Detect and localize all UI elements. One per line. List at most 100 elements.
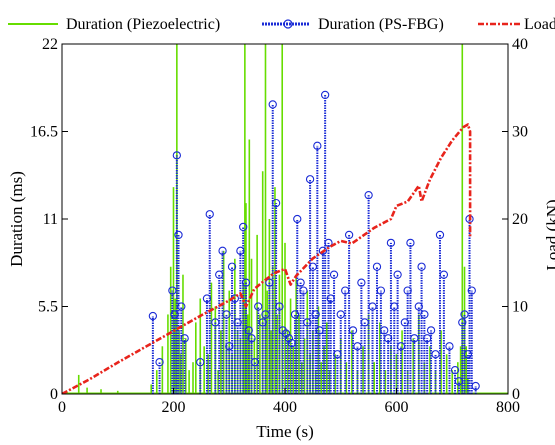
series-psfbg	[148, 90, 480, 394]
psfbg-marker	[417, 262, 426, 271]
psfbg-marker	[420, 310, 429, 319]
legend-marker-psfbg	[283, 19, 293, 29]
psfbg-marker	[180, 334, 189, 343]
load-line	[62, 123, 472, 394]
psfbg-marker	[275, 302, 284, 311]
series-load	[62, 123, 472, 394]
y-axis-right-title: Load (kN)	[543, 199, 555, 270]
psfbg-marker	[174, 230, 183, 240]
psfbg-marker	[148, 311, 158, 321]
psfbg-marker	[386, 238, 396, 248]
y-left-tick-label: 22	[42, 36, 58, 53]
x-tick-label: 800	[496, 399, 520, 416]
psfbg-marker	[445, 342, 454, 351]
y-right-tick-label: 0	[512, 386, 520, 403]
psfbg-marker	[458, 318, 467, 327]
x-tick-label: 200	[162, 399, 186, 416]
psfbg-marker	[271, 198, 281, 208]
psfbg-marker	[344, 230, 354, 240]
psfbg-marker	[463, 350, 473, 359]
y-left-tick-label: 0	[50, 386, 58, 403]
x-axis: 0 200 400 600 800	[58, 388, 520, 416]
psfbg-marker	[450, 365, 460, 375]
psfbg-marker	[170, 310, 179, 319]
psfbg-marker	[227, 262, 237, 271]
psfbg-marker	[247, 334, 256, 343]
psfbg-marker	[439, 270, 449, 279]
legend-label-piezoelectric: Duration (Piezoelectric)	[66, 16, 220, 33]
psfbg-marker	[177, 302, 186, 311]
psfbg-marker	[250, 358, 260, 367]
psfbg-marker	[172, 151, 181, 160]
x-tick-label: 0	[58, 399, 66, 416]
psfbg-marker	[293, 214, 302, 224]
psfbg-marker	[393, 270, 402, 279]
psfbg-marker	[222, 310, 231, 319]
psfbg-marker	[364, 190, 373, 200]
psfbg-marker	[360, 318, 369, 327]
psfbg-marker	[258, 318, 267, 327]
psfbg-marker	[426, 326, 436, 335]
psfbg-marker	[261, 310, 270, 319]
y-axis-right: 0 10 20 30 40	[502, 36, 528, 403]
psfbg-marker	[471, 381, 480, 391]
psfbg-marker	[233, 318, 242, 327]
psfbg-marker	[281, 329, 291, 338]
psfbg-marker	[290, 310, 300, 319]
psfbg-marker	[254, 302, 263, 311]
series-piezoelectric	[62, 44, 508, 394]
psfbg-marker	[244, 326, 253, 335]
psfbg-marker	[296, 278, 305, 287]
psfbg-marker	[400, 318, 410, 327]
plot-area	[62, 44, 508, 394]
psfbg-marker	[308, 262, 318, 271]
psfbg-marker	[284, 334, 294, 343]
y-right-tick-label: 10	[512, 299, 528, 316]
psfbg-marker	[241, 278, 251, 287]
psfbg-marker	[376, 286, 386, 295]
psfbg-marker	[155, 358, 164, 367]
psfbg-marker	[406, 238, 415, 248]
x-tick-label: 600	[385, 399, 409, 416]
legend: Duration (Piezoelectric) Duration (PS-FB…	[8, 16, 555, 33]
psfbg-marker	[320, 90, 330, 100]
y-right-tick-label: 40	[512, 36, 528, 53]
legend-label-load: Load	[524, 16, 555, 33]
psfbg-marker	[348, 326, 358, 335]
psfbg-marker	[299, 286, 308, 295]
psfbg-marker	[268, 100, 277, 109]
y-axis-left-title: Duration (ms)	[7, 171, 26, 267]
psfbg-marker	[372, 262, 382, 271]
psfbg-marker	[357, 278, 366, 287]
psfbg-marker	[205, 210, 214, 219]
psfbg-marker	[303, 318, 312, 327]
y-right-tick-label: 30	[512, 124, 528, 141]
psfbg-marker	[467, 286, 476, 295]
y-axis-left: 0 5.5 11 16.5 22	[30, 36, 68, 403]
psfbg-marker	[333, 350, 342, 359]
psfbg-marker	[336, 310, 345, 319]
psfbg-marker	[435, 230, 445, 240]
psfbg-marker	[431, 350, 440, 359]
psfbg-marker	[324, 238, 333, 248]
psfbg-marker	[305, 175, 315, 184]
psfbg-marker	[313, 141, 322, 150]
legend-label-psfbg: Duration (PS-FBG)	[318, 16, 444, 33]
y-left-tick-label: 11	[43, 211, 58, 228]
x-tick-label: 400	[273, 399, 297, 416]
psfbg-marker	[211, 318, 220, 327]
psfbg-marker	[215, 270, 224, 279]
psfbg-marker	[380, 326, 389, 335]
psfbg-marker	[218, 246, 227, 255]
psfbg-marker	[239, 222, 248, 232]
psfbg-marker	[318, 246, 328, 255]
psfbg-marker	[329, 270, 339, 279]
psfbg-marker	[196, 358, 205, 367]
psfbg-marker	[311, 310, 320, 319]
y-left-tick-label: 16.5	[30, 124, 58, 141]
x-axis-title: Time (s)	[256, 422, 313, 441]
y-right-tick-label: 20	[512, 211, 528, 228]
y-left-tick-label: 5.5	[38, 299, 58, 316]
psfbg-marker	[460, 310, 469, 319]
